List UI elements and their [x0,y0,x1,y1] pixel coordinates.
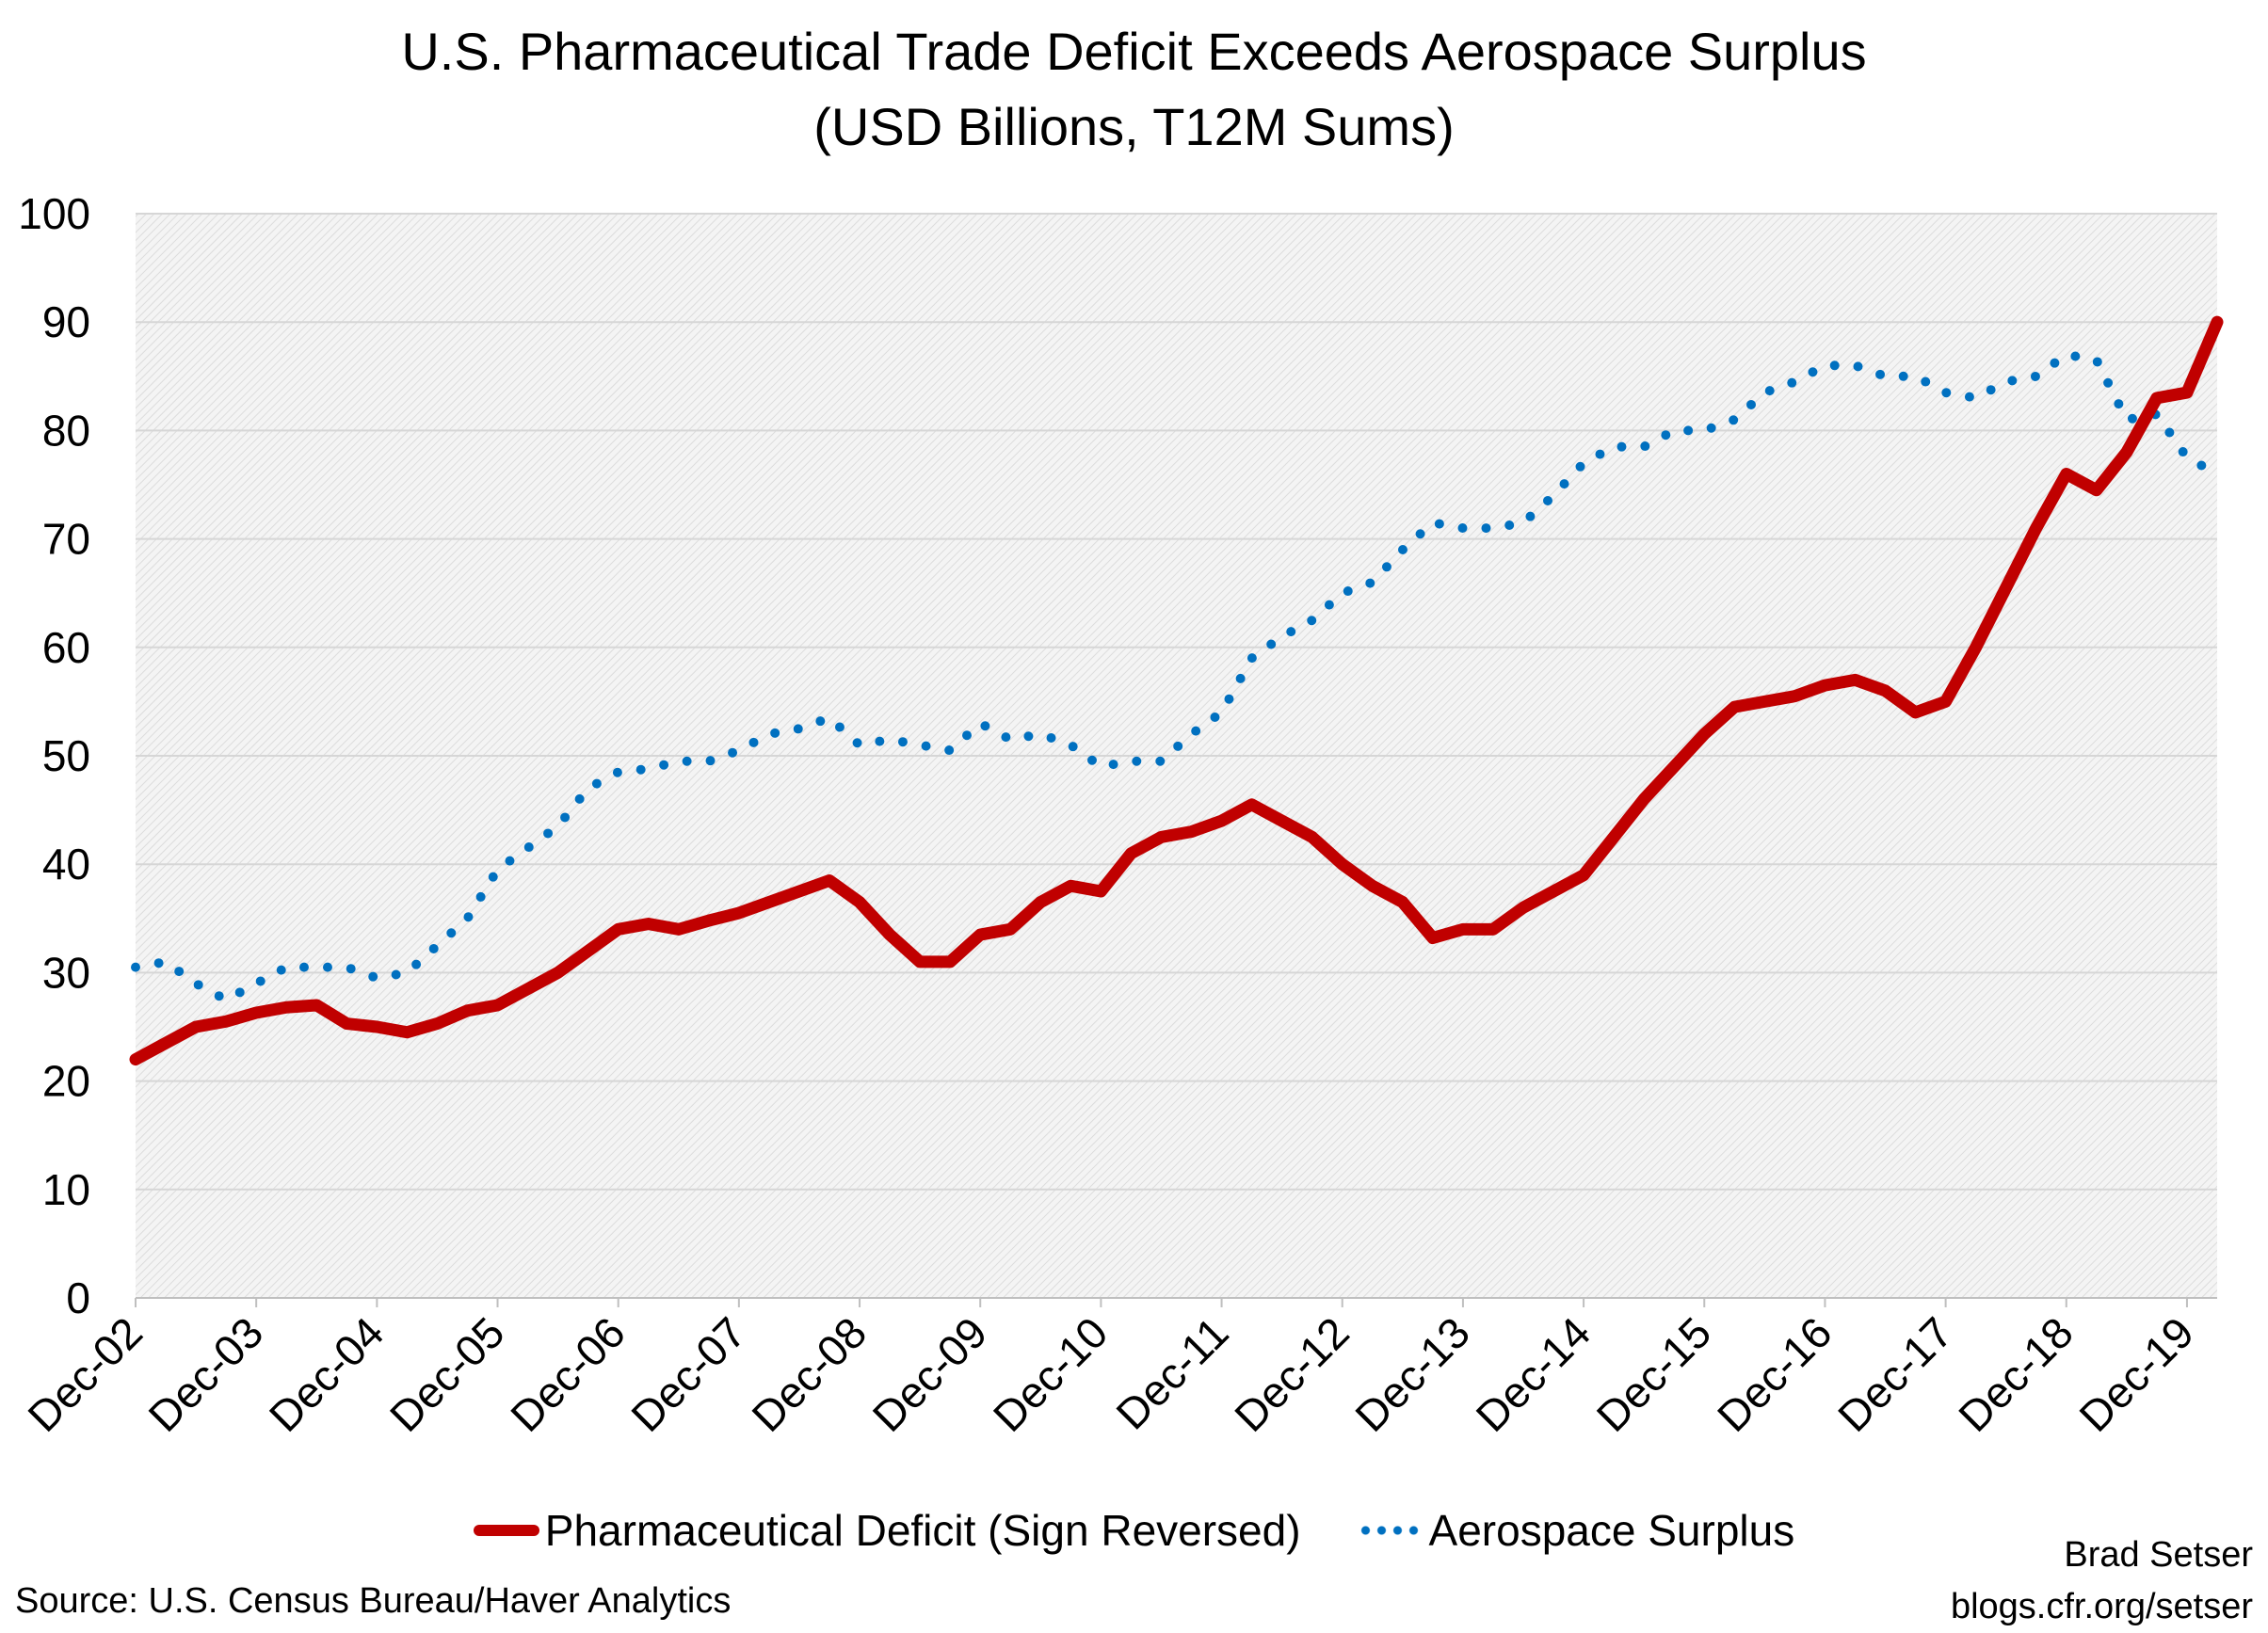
y-tick-label: 90 [42,297,90,346]
x-tick-label: Dec-06 [501,1307,635,1441]
x-tick-label: Dec-10 [984,1307,1118,1441]
y-tick-label: 0 [66,1273,90,1322]
y-tick-label: 100 [18,189,90,238]
x-tick-label: Dec-02 [18,1307,152,1441]
x-tick-label: Dec-17 [1828,1307,1962,1441]
source-note: Source: U.S. Census Bureau/Haver Analyti… [15,1581,732,1621]
chart-subtitle: (USD Billions, T12M Sums) [813,97,1455,156]
x-tick-label: Dec-04 [260,1307,394,1441]
x-tick-label: Dec-13 [1345,1307,1479,1441]
x-tick-label: Dec-07 [621,1307,755,1441]
author: Brad Setser [2064,1535,2253,1575]
legend-label-pharma: Pharmaceutical Deficit (Sign Reversed) [544,1505,1301,1555]
y-tick-label: 80 [42,406,90,455]
y-tick-label: 10 [42,1165,90,1214]
x-tick-label: Dec-11 [1106,1307,1237,1438]
series-line-aerospace [131,349,2222,1005]
chart-title: U.S. Pharmaceutical Trade Deficit Exceed… [401,22,1867,81]
x-tick-label: Dec-14 [1467,1307,1600,1441]
x-tick-label: Dec-12 [1225,1307,1359,1441]
x-tick-label: Dec-18 [1949,1307,2083,1441]
site: blogs.cfr.org/setser [1950,1587,2253,1626]
x-tick-label: Dec-15 [1587,1307,1721,1441]
y-tick-label: 70 [42,515,90,564]
legend-label-aerospace: Aerospace Surplus [1428,1505,1795,1555]
legend-swatch-aerospace [1357,1525,1424,1535]
x-tick-label: Dec-05 [380,1307,514,1441]
x-tick-label: Dec-16 [1708,1307,1842,1441]
y-tick-label: 20 [42,1057,90,1106]
x-tick-label: Dec-19 [2069,1307,2203,1441]
y-tick-label: 60 [42,623,90,672]
legend-swatch-pharma [473,1524,539,1536]
x-tick-label: Dec-08 [742,1307,876,1441]
legend: Pharmaceutical Deficit (Sign Reversed) Ae… [0,1501,2268,1556]
y-tick-label: 30 [42,948,90,997]
y-tick-label: 50 [42,731,90,780]
x-tick-label: Dec-09 [863,1307,997,1441]
y-tick-label: 40 [42,840,90,889]
series-line-pharma [129,315,2224,1066]
credit: Brad Setser blogs.cfr.org/setser [1951,1529,2253,1633]
x-tick-label: Dec-03 [139,1307,273,1441]
